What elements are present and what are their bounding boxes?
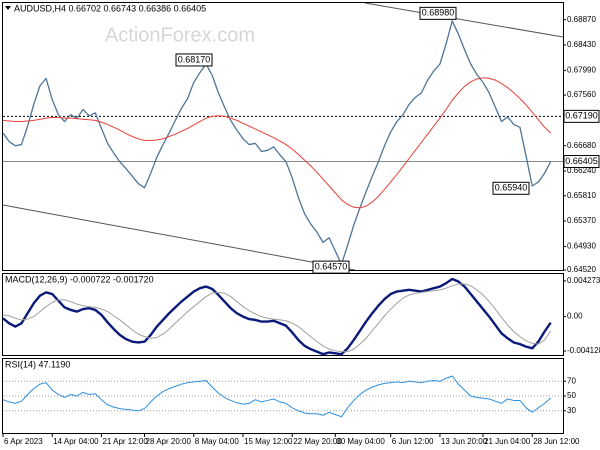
level-label-box: [563, 109, 600, 123]
x-tick-label: 15 May 12:00: [244, 437, 293, 446]
y-tick-label: 0.004273: [567, 276, 600, 285]
annotation-box: [175, 53, 213, 67]
x-tick-label: 28 Apr 20:00: [146, 437, 192, 446]
panel-title: RSI(14) 47.1190: [5, 359, 70, 369]
y-tick-label: 0.00: [567, 312, 583, 321]
y-tick-label: 0.66680: [567, 141, 596, 150]
y-tick-label: 30: [567, 406, 576, 415]
level-label: 0.67190: [565, 111, 598, 121]
y-tick-label: 70: [567, 376, 576, 385]
trend-line: [2, 204, 356, 271]
panel-title: MACD(12,26,9) -0.000722 -0.001720: [5, 274, 154, 284]
x-tick-label: 21 Apr 12:00: [102, 437, 148, 446]
y-tick-label: -0.004128: [567, 346, 600, 355]
watermark: ActionForex.com: [105, 24, 255, 46]
x-tick-label: 28 Jun 12:00: [533, 437, 580, 446]
x-tick-label: 22 May 20:00: [293, 437, 342, 446]
x-tick-label: 13 Jun 20:00: [441, 437, 488, 446]
y-tick-label: 0.68870: [567, 15, 596, 24]
y-tick-label: 0.67560: [567, 90, 596, 99]
y-tick-label: 0.66240: [567, 166, 596, 175]
annotation: 0.64570: [315, 261, 348, 271]
macd-panel: [2, 273, 564, 356]
last-price-label-box: [563, 155, 600, 169]
panel-title: AUDUSD,H4 0.66702 0.66743 0.66386 0.6640…: [14, 3, 206, 13]
main-panel: [2, 2, 564, 271]
y-tick-label: 0.64520: [567, 265, 596, 274]
annotation-box: [419, 6, 457, 20]
series-line: [2, 20, 552, 265]
dropdown-icon: [5, 6, 11, 10]
annotation: 0.68170: [178, 54, 211, 64]
annotation: 0.68980: [422, 8, 455, 18]
y-tick-label: 0.68430: [567, 40, 596, 49]
series-line: [2, 277, 552, 356]
y-tick-label: 0.65370: [567, 216, 596, 225]
series-line: [2, 77, 552, 209]
y-tick-label: 0.65810: [567, 191, 596, 200]
x-tick-label: 8 May 04:00: [195, 437, 240, 446]
series-line: [2, 375, 552, 418]
series-line: [2, 283, 552, 353]
x-tick-label: 6 Jun 12:00: [392, 437, 434, 446]
annotation: 0.65940: [495, 183, 528, 193]
annotation-box: [492, 181, 530, 195]
annotation-box: [312, 260, 350, 274]
x-tick-label: 30 May 04:00: [336, 437, 385, 446]
y-tick-label: 0.64930: [567, 242, 596, 251]
last-price-label: 0.66405: [565, 156, 598, 166]
y-tick-label: 50: [567, 391, 576, 400]
x-tick-label: 21 Jun 04:00: [484, 437, 531, 446]
trend-line: [364, 2, 564, 38]
x-tick-label: 14 Apr 04:00: [53, 437, 99, 446]
y-tick-label: 0.67990: [567, 65, 596, 74]
x-tick-label: 6 Apr 2023: [4, 437, 43, 446]
